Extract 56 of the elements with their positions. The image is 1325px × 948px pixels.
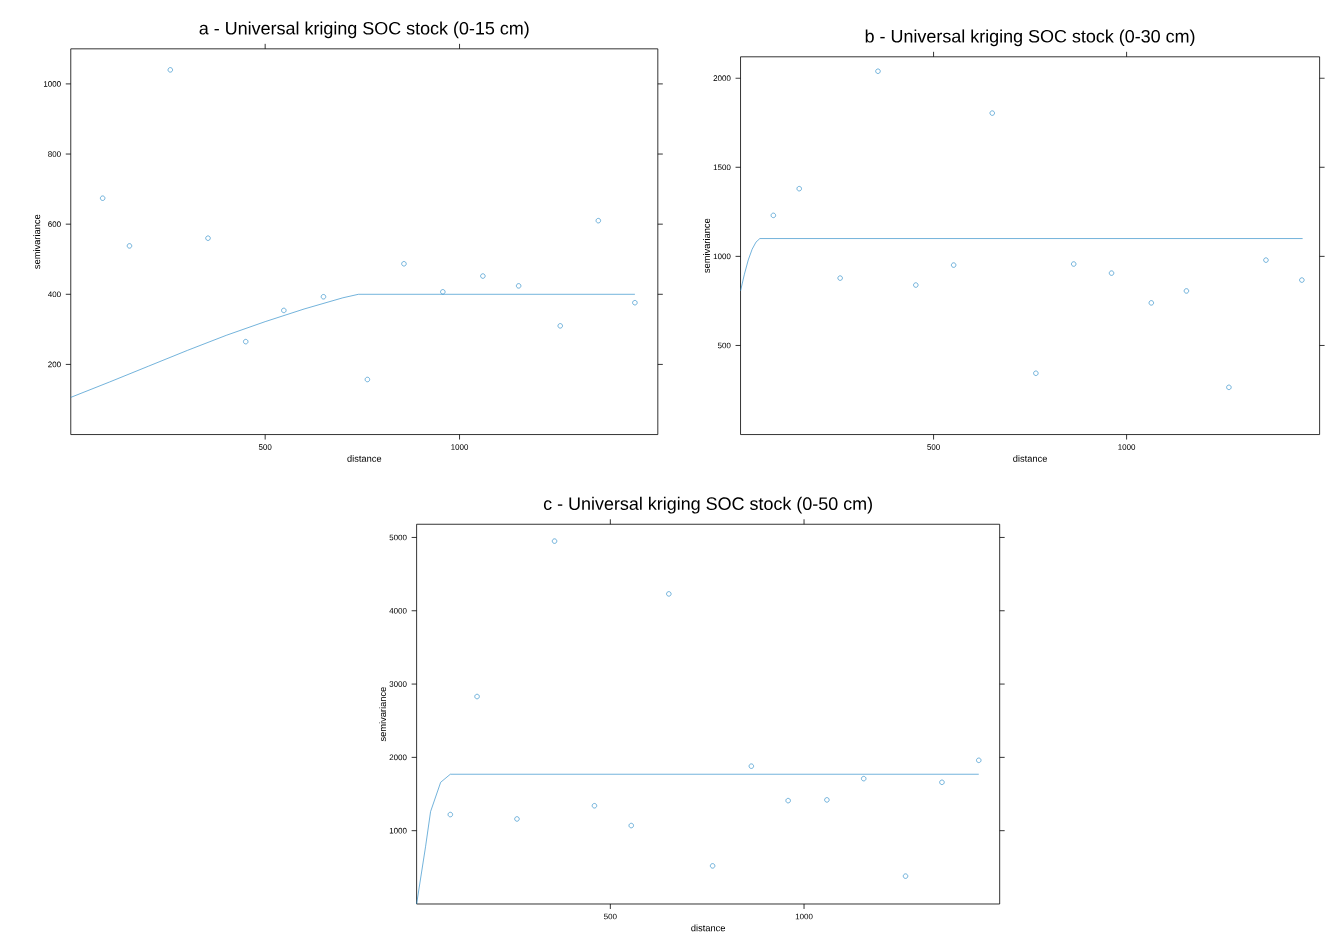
line-series: [416, 773, 980, 905]
point: [939, 779, 945, 785]
point: [837, 275, 843, 281]
point: [824, 797, 830, 803]
point: [632, 300, 638, 306]
point: [976, 757, 982, 764]
y-axis-title: semivariance: [379, 687, 387, 742]
point: [205, 235, 211, 241]
point: [167, 67, 173, 73]
point: [989, 110, 995, 116]
point: [595, 218, 601, 224]
line-series: [740, 238, 1303, 292]
point: [796, 186, 802, 192]
point: [785, 798, 791, 804]
point: [1148, 300, 1154, 306]
point: [126, 243, 133, 249]
point: [1108, 270, 1115, 276]
y-axis-title: semivariance: [33, 214, 41, 269]
point: [1071, 261, 1077, 267]
point: [709, 863, 716, 869]
point: [591, 803, 598, 809]
point: [666, 591, 672, 597]
point: [913, 282, 919, 288]
point: [1183, 288, 1190, 294]
point: [1263, 257, 1269, 263]
x-axis-title: distance: [347, 455, 382, 462]
point: [628, 823, 634, 829]
point: [516, 283, 522, 289]
point: [902, 873, 909, 879]
point: [243, 339, 249, 345]
point: [474, 693, 480, 700]
chart-title: c - Universal kriging SOC stock (0-50 cm): [543, 496, 872, 514]
point: [557, 323, 563, 329]
point: [100, 195, 106, 201]
point: [1033, 370, 1039, 376]
point: [281, 307, 287, 314]
point: [551, 538, 558, 544]
x-axis-title: distance: [691, 924, 726, 932]
point: [480, 273, 486, 279]
point: [401, 261, 407, 267]
point: [364, 376, 371, 383]
x-axis-title: distance: [1013, 455, 1047, 462]
point: [951, 262, 957, 268]
point: [447, 812, 453, 818]
point: [1299, 277, 1305, 283]
chart-title: b - Universal kriging SOC stock (0-30 cm): [865, 29, 1195, 47]
point: [748, 763, 754, 769]
point: [514, 816, 520, 822]
chart-title: a - Universal kriging SOC stock (0-15 cm): [199, 21, 529, 39]
point: [861, 776, 867, 782]
point: [440, 289, 446, 295]
point: [770, 212, 776, 219]
point: [875, 68, 881, 74]
y-axis-title: semivariance: [703, 218, 710, 273]
point: [320, 294, 327, 300]
point: [1226, 384, 1232, 391]
